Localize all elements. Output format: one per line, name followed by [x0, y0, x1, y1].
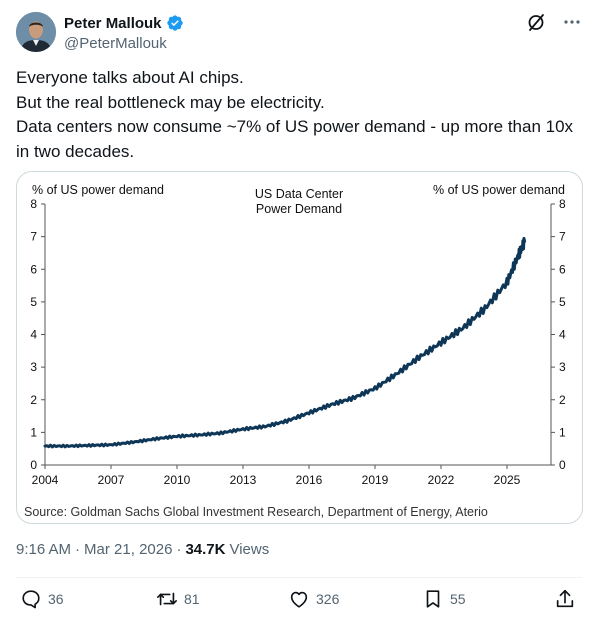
- views-count: 34.7K: [185, 541, 226, 558]
- share-button[interactable]: [554, 588, 576, 610]
- tweet-media-chart[interactable]: % of US power demand % of US power deman…: [16, 171, 583, 524]
- chart-title-line1: US Data Center: [255, 187, 343, 201]
- y-tick-label-left: 6: [30, 262, 37, 276]
- share-icon: [554, 588, 576, 610]
- handle[interactable]: @PeterMallouk: [64, 35, 167, 52]
- reply-count: 36: [48, 591, 64, 607]
- x-tick-label: 2022: [428, 473, 455, 487]
- y-tick-label-left: 8: [30, 197, 37, 211]
- repost-icon: [156, 588, 178, 610]
- y-tick-label-left: 7: [30, 230, 37, 244]
- y-tick-label-right: 5: [559, 295, 566, 309]
- tweet-time[interactable]: 9:16 AM: [16, 541, 72, 558]
- y-tick-label-right: 0: [559, 458, 566, 472]
- reply-button[interactable]: 36: [20, 588, 64, 610]
- display-name[interactable]: Peter Mallouk: [64, 14, 162, 32]
- y-tick-label-left: 3: [30, 360, 37, 374]
- like-count: 326: [316, 591, 340, 607]
- reply-icon: [20, 588, 42, 610]
- y-tick-label-left: 2: [30, 393, 37, 407]
- chart: % of US power demand % of US power deman…: [24, 183, 566, 519]
- x-tick-label: 2019: [362, 473, 389, 487]
- heart-icon: [288, 588, 310, 610]
- x-tick-label: 2013: [230, 473, 257, 487]
- y-tick-label-right: 2: [559, 393, 566, 407]
- y-tick-label-left: 1: [30, 425, 37, 439]
- action-bar: 36 81 326 55: [16, 588, 582, 618]
- y-axis-label-right: % of US power demand: [433, 183, 565, 197]
- x-tick-label: 2004: [32, 473, 59, 487]
- x-tick-label: 2016: [296, 473, 323, 487]
- tweet-meta: 9:16 AM · Mar 21, 2026 · 34.7K Views: [16, 541, 269, 558]
- bookmark-icon: [422, 588, 444, 610]
- bookmark-count: 55: [450, 591, 466, 607]
- x-tick-label: 2025: [494, 473, 521, 487]
- y-tick-label-right: 3: [559, 360, 566, 374]
- y-tick-label-right: 8: [559, 197, 566, 211]
- like-button[interactable]: 326: [288, 588, 339, 610]
- chart-title-line2: Power Demand: [256, 202, 342, 216]
- more-icon[interactable]: [562, 12, 582, 32]
- series-line: [43, 236, 527, 449]
- y-tick-label-right: 6: [559, 262, 566, 276]
- y-tick-label-right: 1: [559, 425, 566, 439]
- x-tick-label: 2010: [164, 473, 191, 487]
- bookmark-button[interactable]: 55: [422, 588, 466, 610]
- y-tick-label-right: 4: [559, 328, 566, 342]
- meta-separator: ·: [176, 541, 182, 558]
- y-tick-label-left: 0: [30, 458, 37, 472]
- y-axis-label-left: % of US power demand: [32, 183, 164, 197]
- views-label: Views: [229, 541, 270, 558]
- chart-source: Source: Goldman Sachs Global Investment …: [24, 505, 488, 519]
- avatar[interactable]: [16, 12, 56, 52]
- grok-slash-icon[interactable]: [526, 12, 546, 32]
- repost-count: 81: [184, 591, 200, 607]
- meta-separator: ·: [75, 541, 81, 558]
- tweet-date[interactable]: Mar 21, 2026: [84, 541, 173, 558]
- y-tick-label-right: 7: [559, 230, 566, 244]
- repost-button[interactable]: 81: [156, 588, 200, 610]
- y-tick-label-left: 4: [30, 328, 37, 342]
- tweet-text: Everyone talks about AI chips. But the r…: [16, 68, 574, 161]
- y-tick-label-left: 5: [30, 295, 37, 309]
- divider: [16, 577, 582, 578]
- verified-badge-icon[interactable]: [166, 14, 184, 32]
- x-tick-label: 2007: [98, 473, 125, 487]
